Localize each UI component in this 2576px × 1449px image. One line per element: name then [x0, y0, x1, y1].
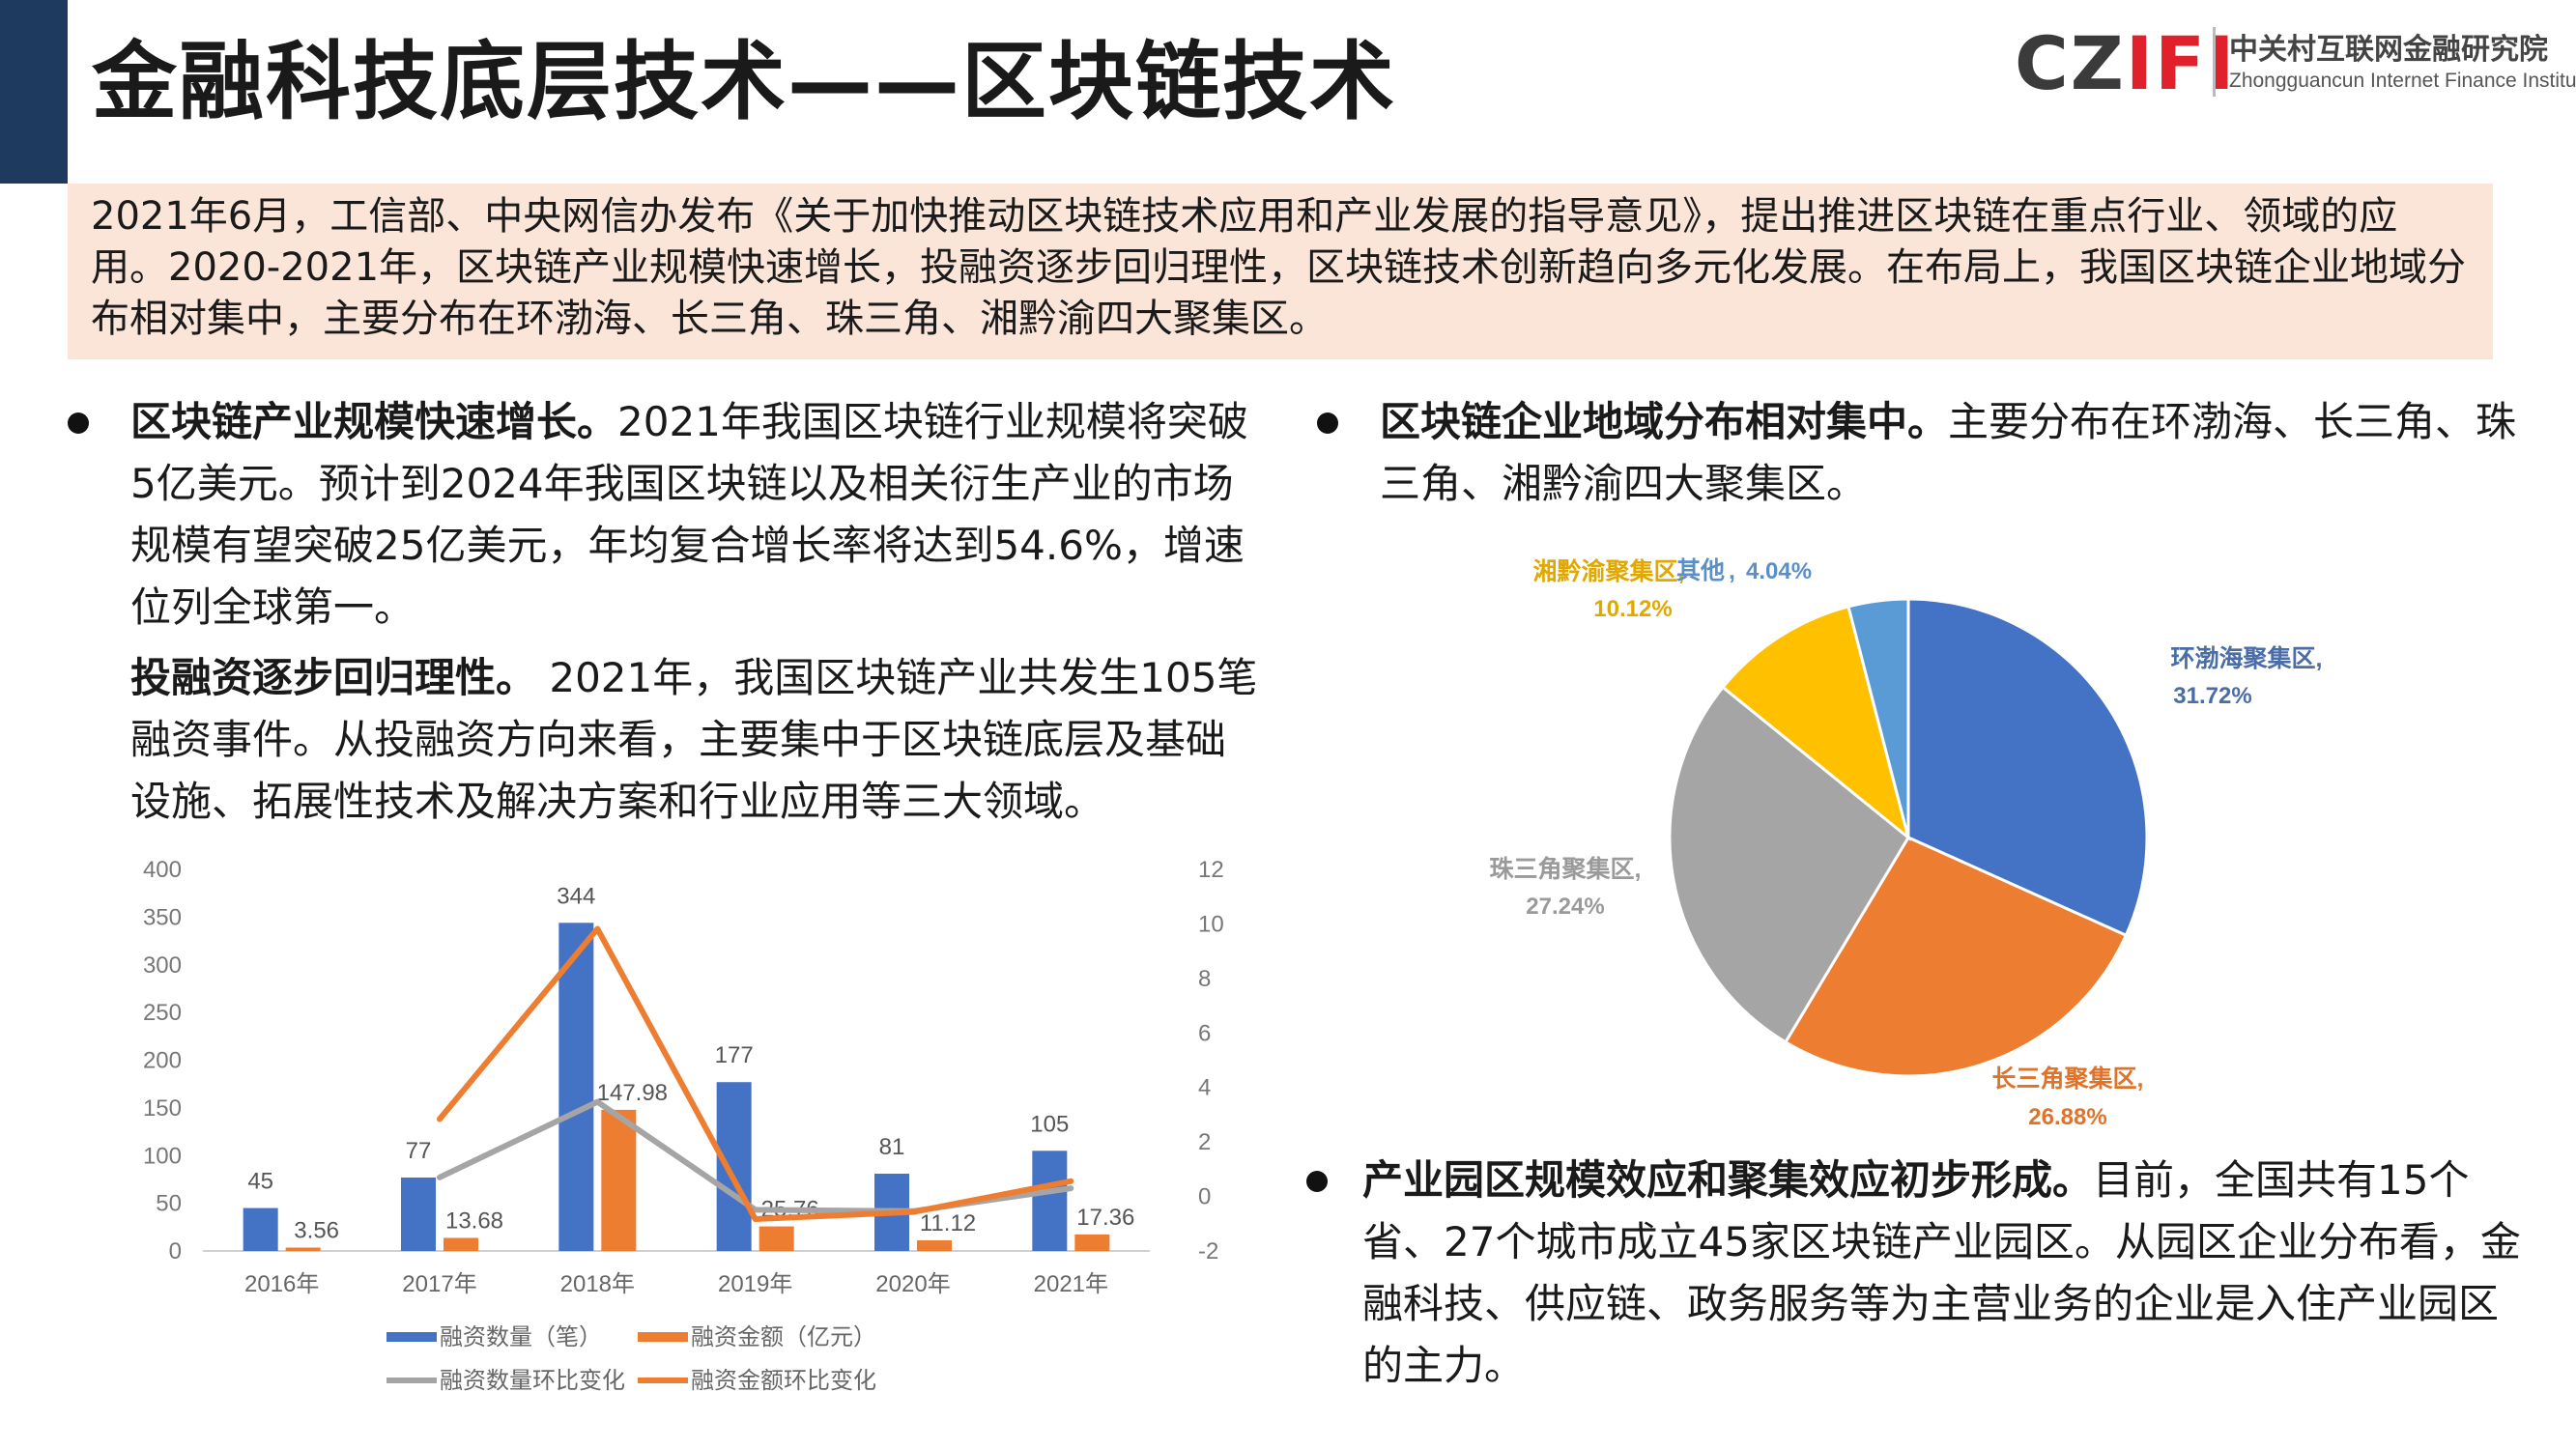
logo-divider — [2213, 27, 2216, 97]
investment-combo-chart: 0 50 100 150 200 250 300 350 400 -2 0 2 4 6 8 10 12 2016年… — [143, 857, 1224, 1394]
line-count-change — [437, 1098, 1074, 1214]
pie-slice — [1906, 597, 2149, 938]
y2-tick-label: 0 — [1198, 1184, 1211, 1210]
bullet-body: 2021年，我国区块链产业共发生105笔融资事件。从投融资方向来看，主要集中于区… — [130, 654, 1258, 825]
logo-chinese-name: 中关村互联网金融研究院 — [2229, 33, 2548, 67]
y2-tick-label: 2 — [1198, 1129, 1211, 1155]
x-tick-label: 2017年 — [402, 1271, 476, 1297]
pie-slice-name: 长三角聚集区, — [1992, 1065, 2144, 1093]
pie-slice-value: 26.88% — [2028, 1104, 2106, 1130]
bar-data-label: 11.12 — [920, 1210, 976, 1236]
y-tick-label: 250 — [143, 1000, 182, 1026]
regional-pie-chart: 环渤海聚集区, 31.72% 长三角聚集区, 26.88% 珠三角聚集区, 27.24% 湘… — [1490, 556, 2323, 1130]
y-tick-label: 150 — [143, 1095, 182, 1122]
bullet-heading: 区块链产业规模快速增长。 — [130, 398, 618, 445]
legend-swatch — [638, 1332, 688, 1342]
x-tick-label: 2020年 — [875, 1271, 950, 1297]
bar-amount — [601, 1109, 637, 1251]
bullet-body: 目前，全国共有15个省、27个城市成立45家区块链产业园区。从园区企业分布看，金… — [1362, 1156, 2521, 1389]
logo-mark-part-a: CZ — [2015, 20, 2126, 106]
bar-data-label: 77 — [406, 1138, 432, 1164]
title-accent-bar — [0, 0, 68, 184]
bar-count — [716, 1082, 752, 1251]
bar-count — [1032, 1151, 1068, 1251]
bullet-heading: 投融资逐步回归理性。 — [130, 654, 537, 701]
bullet-dot — [68, 412, 89, 434]
pie-slice — [1846, 597, 1910, 838]
bar-amount — [444, 1237, 478, 1251]
bar-amount — [285, 1247, 321, 1251]
bar-data-label: 344 — [557, 883, 595, 909]
bullet-regional-distribution: 区块链企业地域分布相对集中。主要分布在环渤海、长三角、珠三角、湘黔渝四大聚集区。 — [1317, 391, 2539, 515]
y-tick-label: 100 — [143, 1143, 182, 1169]
y-tick-label: 300 — [143, 952, 182, 979]
pie-slice-name: 环渤海聚集区, — [2171, 644, 2323, 672]
bullet-dot — [1306, 1171, 1328, 1192]
y-tick-label: 350 — [143, 904, 182, 930]
legend-label: 融资金额环比变化 — [691, 1368, 876, 1394]
logo-english-name: Zhongguancun Internet Finance Institute — [2229, 70, 2576, 92]
page-title: 金融科技底层技术——区块链技术 — [92, 32, 1397, 131]
legend-label: 融资数量（笔） — [440, 1324, 602, 1350]
bar-data-label: 105 — [1030, 1111, 1069, 1137]
x-tick-label: 2019年 — [718, 1271, 792, 1297]
bar-amount — [1074, 1234, 1110, 1251]
x-tick-label: 2016年 — [244, 1271, 319, 1297]
pie-slice-value: 10.12% — [1593, 596, 1672, 622]
x-tick-label: 2018年 — [560, 1271, 635, 1297]
bar-data-label: 45 — [247, 1169, 273, 1195]
y2-tick-label: 10 — [1198, 911, 1224, 937]
y2-tick-label: -2 — [1198, 1238, 1218, 1264]
y2-tick-label: 12 — [1198, 857, 1224, 883]
czifi-logo: CZIFI 中关村互联网金融研究院 Zhongguancun Internet … — [2015, 17, 2576, 104]
bar-amount — [917, 1240, 952, 1251]
pie-label-separator: , — [1729, 557, 1735, 584]
legend-label: 融资数量环比变化 — [440, 1368, 625, 1394]
bar-data-label: 81 — [879, 1134, 905, 1160]
x-tick-label: 2021年 — [1034, 1271, 1108, 1297]
bar-data-label: 17.36 — [1076, 1205, 1134, 1231]
pie-slice-value: 27.24% — [1526, 894, 1604, 920]
bar-data-label: 177 — [715, 1042, 754, 1068]
bullet-investment: 投融资逐步回归理性。 2021年，我国区块链产业共发生105笔融资事件。从投融资… — [130, 647, 1261, 869]
bullet-body: 2021年我国区块链行业规模将突破5亿美元。预计到2024年我国区块链以及相关衍… — [130, 398, 1248, 631]
bullet-dot — [1317, 412, 1338, 434]
intro-text: 2021年6月，工信部、中央网信办发布《关于加快推动区块链技术应用和产业发展的指… — [91, 194, 2467, 341]
bar-data-label: 13.68 — [445, 1208, 503, 1234]
bullet-body: 主要分布在环渤海、长三角、珠三角、湘黔渝四大聚集区。 — [1380, 398, 2517, 507]
bar-count — [558, 923, 594, 1251]
bullet-industrial-parks: 产业园区规模效应和聚集效应初步形成。目前，全国共有15个省、27个城市成立45家… — [1306, 1150, 2522, 1397]
pie-slice-value: 4.04% — [1746, 558, 1812, 584]
pie-slice-name: 湘黔渝聚集区, — [1533, 557, 1685, 585]
bar-count — [401, 1177, 436, 1251]
line-amount-change — [437, 925, 1074, 1222]
y2-tick-label: 4 — [1198, 1075, 1211, 1101]
pie-slice-name: 珠三角聚集区, — [1490, 855, 1642, 883]
logo-mark: CZIFI — [2015, 25, 2236, 102]
pie-slice — [1783, 836, 2129, 1078]
y-tick-label: 400 — [143, 857, 182, 883]
bullet-heading: 产业园区规模效应和聚集效应初步形成。 — [1362, 1156, 2094, 1204]
y-tick-label: 0 — [169, 1238, 182, 1264]
bar-data-label: 147.98 — [597, 1080, 668, 1106]
bullet-heading: 区块链企业地域分布相对集中。 — [1380, 398, 1949, 445]
legend-label: 融资金额（亿元） — [691, 1324, 876, 1350]
y-tick-label: 50 — [156, 1191, 182, 1217]
y-tick-label: 200 — [143, 1048, 182, 1074]
legend-swatch — [386, 1332, 437, 1342]
y2-tick-label: 6 — [1198, 1020, 1211, 1046]
bullet-industry-scale: 区块链产业规模快速增长。2021年我国区块链行业规模将突破5亿美元。预计到202… — [68, 391, 1261, 639]
bar-data-label: 3.56 — [294, 1217, 339, 1243]
intro-box: 2021年6月，工信部、中央网信办发布《关于加快推动区块链技术应用和产业发展的指… — [68, 184, 2493, 359]
bar-amount — [758, 1226, 794, 1251]
y2-tick-label: 8 — [1198, 966, 1211, 992]
pie-slice — [1668, 685, 1910, 1044]
logo-mark-part-b: IFI — [2125, 20, 2237, 106]
pie-slice-value: 31.72% — [2173, 683, 2251, 709]
pie-slice-name: 其他 — [1676, 556, 1725, 584]
bar-count — [243, 1208, 278, 1251]
